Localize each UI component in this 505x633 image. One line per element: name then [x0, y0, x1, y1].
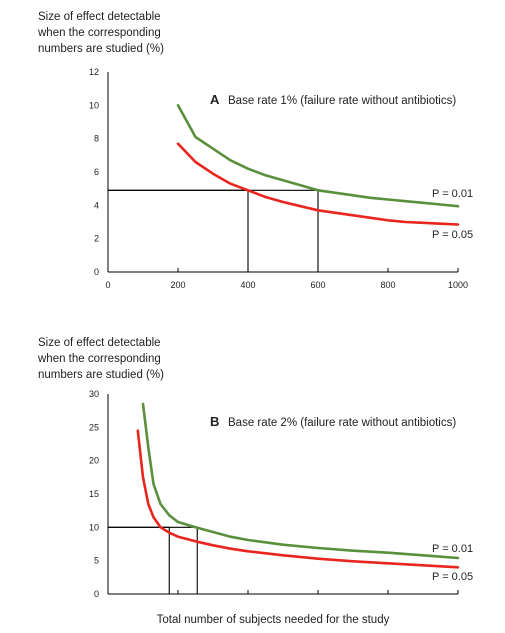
y-tick-label: 20: [89, 456, 99, 466]
y-axis-label-line: numbers are studied (%): [38, 43, 164, 55]
y-axis-label-line: numbers are studied (%): [38, 369, 164, 381]
series-label: P = 0.01: [432, 543, 473, 555]
x-tick-label: 1000: [448, 280, 468, 290]
x-tick-label: 800: [380, 280, 395, 290]
y-tick-label: 4: [94, 200, 99, 210]
series-label: P = 0.05: [432, 571, 473, 583]
x-axis-label: Total number of subjects needed for the …: [157, 614, 390, 626]
series-line-p001: [141, 402, 460, 560]
y-axis-label-line: Size of effect detectable: [38, 337, 161, 349]
x-tick-label: 0: [105, 280, 110, 290]
x-tick-label: 200: [170, 280, 185, 290]
y-axis-label-line: when the corresponding: [37, 353, 161, 365]
y-axis-label-line: Size of effect detectable: [38, 11, 161, 23]
series-label: P = 0.05: [432, 229, 473, 241]
y-tick-label: 6: [94, 167, 99, 177]
y-tick-label: 15: [89, 489, 99, 499]
panel-title: Base rate 2% (failure rate without antib…: [228, 417, 456, 429]
y-axis-label-line: when the corresponding: [37, 27, 161, 39]
y-tick-label: 5: [94, 556, 99, 566]
y-tick-label: 2: [94, 234, 99, 244]
y-tick-label: 30: [89, 389, 99, 399]
series-line-p005: [176, 142, 460, 226]
y-tick-label: 25: [89, 422, 99, 432]
series-line-p005: [136, 429, 460, 569]
chart-panel-b: Size of effect detectable when the corres…: [37, 337, 473, 626]
y-tick-label: 8: [94, 134, 99, 144]
chart-panel-a: Size of effect detectable when the corres…: [37, 11, 473, 290]
y-tick-label: 10: [89, 100, 99, 110]
panel-letter: B: [210, 414, 219, 429]
x-tick-label: 400: [240, 280, 255, 290]
y-tick-label: 0: [94, 589, 99, 599]
panel-letter: A: [210, 92, 220, 107]
x-tick-label: 600: [310, 280, 325, 290]
series-line-p001: [176, 104, 460, 208]
series-label: P = 0.01: [432, 188, 473, 200]
y-tick-label: 0: [94, 267, 99, 277]
y-tick-label: 12: [89, 67, 99, 77]
panel-title: Base rate 1% (failure rate without antib…: [228, 95, 456, 107]
y-tick-label: 10: [89, 522, 99, 532]
